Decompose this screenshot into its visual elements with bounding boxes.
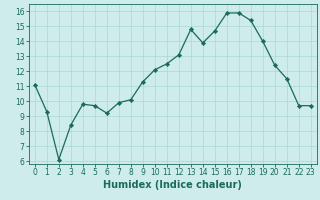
X-axis label: Humidex (Indice chaleur): Humidex (Indice chaleur) <box>103 180 242 190</box>
